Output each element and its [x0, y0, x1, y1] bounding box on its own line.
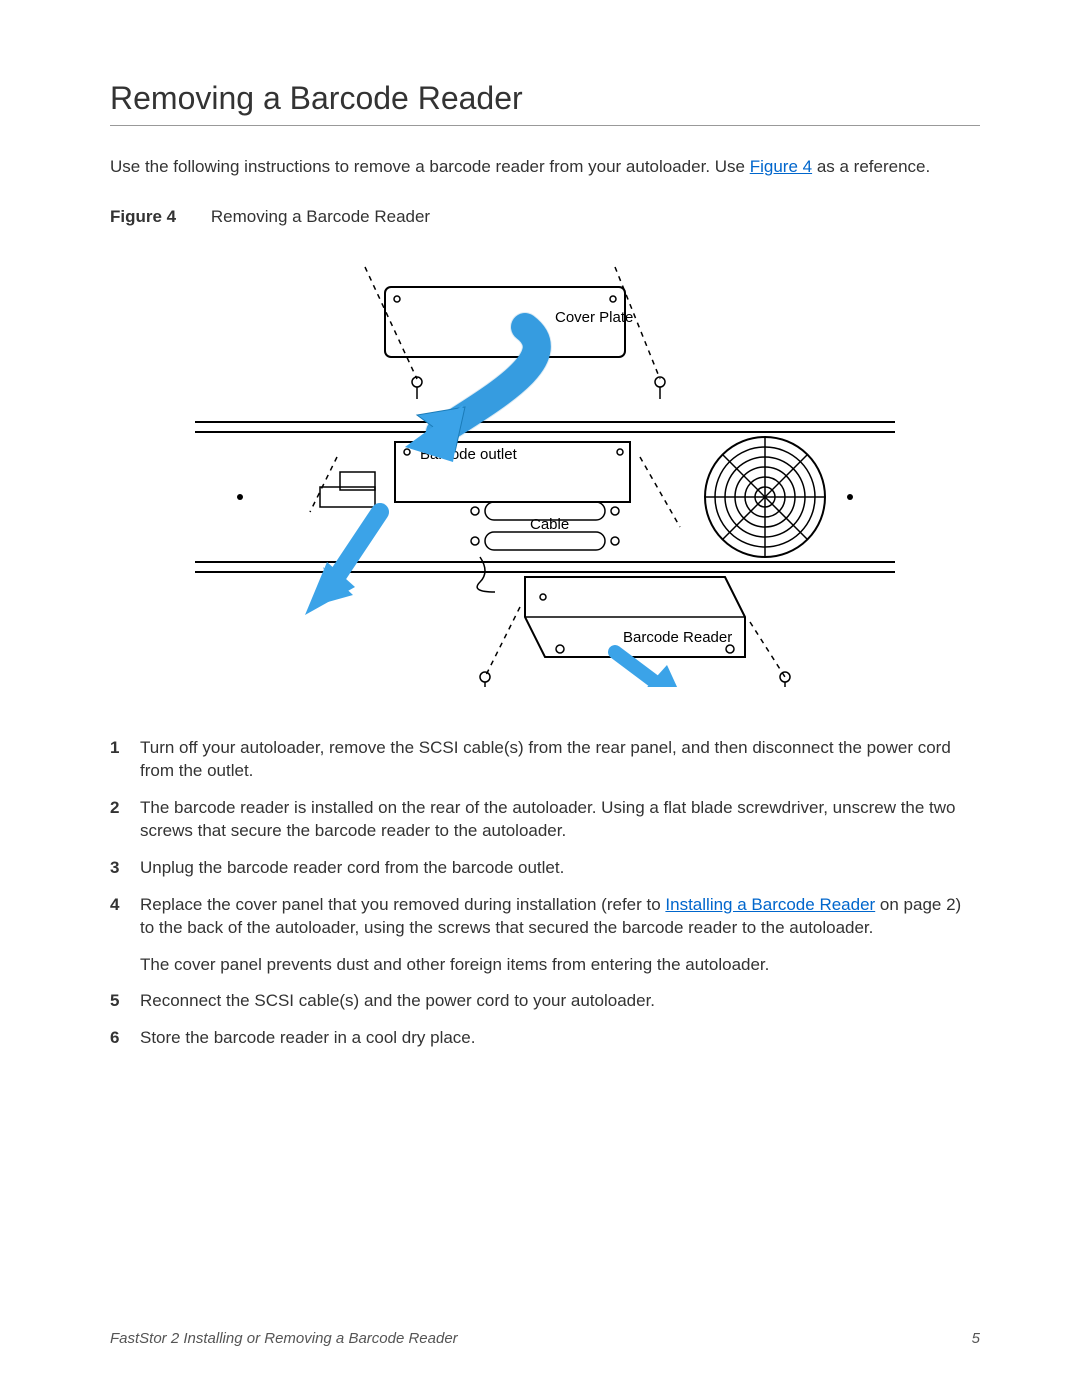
step-6: Store the barcode reader in a cool dry p… [110, 1027, 980, 1050]
step-1-text: Turn off your autoloader, remove the SCS… [140, 738, 951, 780]
intro-paragraph: Use the following instructions to remove… [110, 156, 980, 179]
intro-text-post: as a reference. [812, 157, 930, 176]
step-2-text: The barcode reader is installed on the r… [140, 798, 956, 840]
step-5: Reconnect the SCSI cable(s) and the powe… [110, 990, 980, 1013]
callout-barcode-reader: Barcode Reader [623, 629, 732, 646]
callout-cover-plate: Cover Plate [555, 309, 633, 326]
footer-left: FastStor 2 Installing or Removing a Barc… [110, 1330, 458, 1347]
step-4: Replace the cover panel that you removed… [110, 894, 980, 977]
figure-label: Figure 4 [110, 207, 176, 226]
steps-list: Turn off your autoloader, remove the SCS… [110, 737, 980, 1050]
title-rule [110, 125, 980, 126]
page-footer: FastStor 2 Installing or Removing a Barc… [110, 1330, 980, 1347]
intro-text-pre: Use the following instructions to remove… [110, 157, 750, 176]
step-6-text: Store the barcode reader in a cool dry p… [140, 1028, 475, 1047]
step-4-extra: The cover panel prevents dust and other … [140, 954, 980, 977]
figure-caption: Figure 4 Removing a Barcode Reader [110, 207, 980, 227]
document-page: Removing a Barcode Reader Use the follow… [0, 0, 1080, 1397]
figure-4-link[interactable]: Figure 4 [750, 157, 812, 176]
step-3: Unplug the barcode reader cord from the … [110, 857, 980, 880]
callout-cable: Cable [530, 516, 569, 533]
figure-container: Cover Plate Barcode outl [110, 257, 980, 687]
figure-caption-text: Removing a Barcode Reader [211, 207, 430, 226]
barcode-reader-box: Barcode Reader [525, 577, 745, 657]
step-2: The barcode reader is installed on the r… [110, 797, 980, 843]
step-3-text: Unplug the barcode reader cord from the … [140, 858, 564, 877]
step-5-text: Reconnect the SCSI cable(s) and the powe… [140, 991, 655, 1010]
page-title: Removing a Barcode Reader [110, 80, 980, 117]
figure-4-diagram: Cover Plate Barcode outl [185, 257, 905, 687]
footer-right: 5 [972, 1330, 980, 1347]
step-4-text-pre: Replace the cover panel that you removed… [140, 895, 665, 914]
installing-link[interactable]: Installing a Barcode Reader [665, 895, 875, 914]
step-1: Turn off your autoloader, remove the SCS… [110, 737, 980, 783]
